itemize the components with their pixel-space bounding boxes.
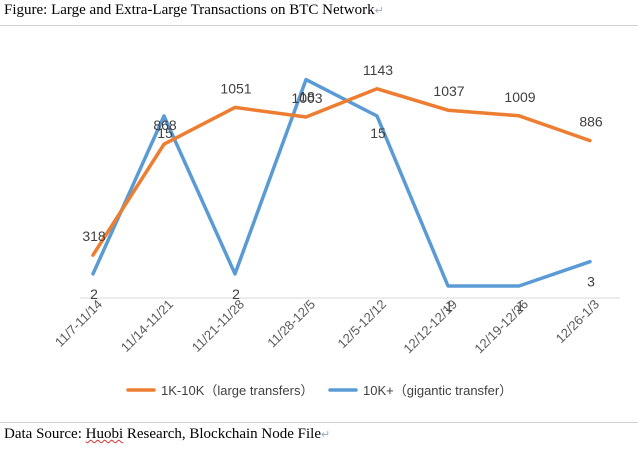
chart-frame [0, 25, 638, 423]
data-label-large: 318 [82, 228, 106, 244]
data-label-gigantic: 18 [299, 89, 315, 105]
legend-label: 1K-10K（large transfers） [161, 383, 313, 398]
data-label-large: 868 [153, 117, 177, 133]
series-line-large-transfers [91, 87, 592, 257]
data-label-gigantic: 15 [370, 125, 386, 141]
data-label-large: 1009 [504, 89, 535, 105]
data-label-gigantic: 15 [157, 125, 173, 141]
x-tick-label: 12/19-12/26 [471, 297, 531, 357]
data-label-large: 1003 [291, 90, 322, 106]
data-label-gigantic: 1 [445, 298, 453, 314]
data-source: Data Source: Huobi Research, Blockchain … [4, 426, 331, 442]
data-label-gigantic: 3 [587, 274, 595, 290]
x-tick-label: 11/21-11/28 [189, 297, 247, 355]
data-label-large: 1143 [363, 62, 393, 78]
series-line-gigantic-transfer [91, 77, 592, 288]
data-label-large: 1037 [433, 83, 464, 99]
x-tick-label: 12/12-12/19 [400, 297, 460, 357]
figure-title: Figure: Large and Extra-Large Transactio… [4, 2, 384, 18]
x-tick-label: 11/14-11/21 [118, 297, 176, 355]
data-label-gigantic: 2 [90, 286, 98, 302]
line-chart: 318 868 1051 1003 1143 1037 1009 886 2 15 2 18 15 1 1 3… [52, 62, 620, 398]
data-label-gigantic: 1 [516, 298, 524, 314]
x-tick-label: 12/5-12/12 [335, 297, 390, 352]
x-tick-label: 11/28-12/5 [264, 297, 318, 351]
data-label-gigantic: 2 [232, 286, 240, 302]
x-tick-label: 11/7-11/14 [52, 297, 105, 350]
data-label-large: 1051 [220, 80, 251, 96]
return-mark: ↵ [374, 5, 384, 17]
legend-label: 10K+（gigantic transfer） [363, 383, 512, 398]
x-tick-label: 12/26-1/3 [553, 297, 602, 346]
data-label-large: 886 [579, 114, 603, 130]
